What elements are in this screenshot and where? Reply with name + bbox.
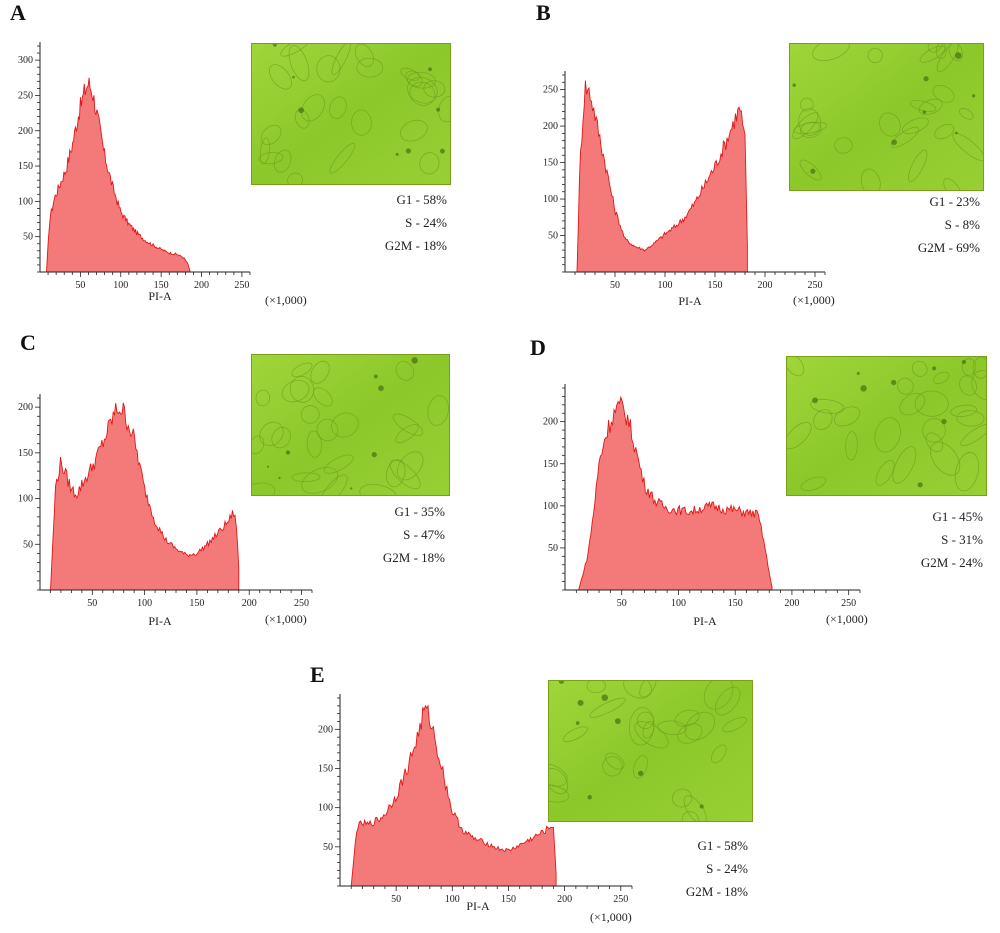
- phase-percentage: G1 - 35%: [394, 504, 445, 519]
- x-axis-title: PI-A: [148, 614, 172, 628]
- x-tick-label: 50: [87, 598, 97, 609]
- y-tick-label: 50: [23, 539, 33, 550]
- x-tick-label: 50: [391, 894, 401, 905]
- panel-label-c: C: [20, 330, 36, 355]
- histogram-area-c: [50, 402, 240, 591]
- y-tick-label: 200: [543, 121, 558, 132]
- microscopy-image-a: [251, 43, 451, 185]
- x-axis-title: PI-A: [466, 899, 490, 913]
- y-tick-label: 100: [318, 803, 333, 814]
- x-tick-label: 50: [617, 598, 627, 609]
- x-tick-label: 150: [728, 598, 743, 609]
- x-tick-label: 100: [137, 598, 152, 609]
- phase-percentage: G1 - 23%: [929, 194, 980, 209]
- x-tick-label: 50: [75, 280, 85, 291]
- x-tick-label: 50: [610, 280, 620, 291]
- y-tick-label: 50: [23, 232, 33, 243]
- cell-cycle-phases-c: G1 - 35% S - 47% G2M - 18%: [383, 500, 445, 569]
- y-tick-label: 200: [318, 724, 333, 735]
- phase-percentage: S - 8%: [944, 217, 980, 232]
- panel-label-a: A: [10, 0, 26, 25]
- histogram-area-a: [46, 77, 191, 273]
- x-tick-label: 100: [113, 280, 128, 291]
- x-tick-label: 200: [784, 598, 799, 609]
- x-tick-label: 250: [294, 598, 309, 609]
- panel-label-e: E: [310, 662, 325, 687]
- microscopy-image-e: [548, 680, 753, 822]
- phase-percentage: S - 24%: [706, 861, 748, 876]
- microscopy-image-c: [251, 354, 450, 496]
- phase-percentage: G2M - 69%: [917, 240, 980, 255]
- x-tick-label: 150: [501, 894, 516, 905]
- phase-percentage: S - 31%: [941, 532, 983, 547]
- y-tick-label: 50: [323, 842, 333, 853]
- x-tick-label: 100: [658, 280, 673, 291]
- phase-percentage: S - 47%: [403, 527, 445, 542]
- y-tick-label: 50: [548, 543, 558, 554]
- phase-percentage: G1 - 58%: [697, 838, 748, 853]
- x-tick-label: 150: [189, 598, 204, 609]
- y-tick-label: 300: [18, 55, 33, 66]
- x-tick-label: 250: [234, 280, 249, 291]
- histogram-area-b: [576, 80, 748, 273]
- x-axis-scale-note: (×1,000): [265, 293, 307, 307]
- phase-percentage: G2M - 18%: [384, 238, 447, 253]
- x-tick-label: 200: [242, 598, 257, 609]
- cell-cycle-phases-e: G1 - 58% S - 24% G2M - 18%: [686, 834, 748, 903]
- x-tick-label: 250: [841, 598, 856, 609]
- y-tick-label: 200: [18, 126, 33, 137]
- y-tick-label: 200: [543, 417, 558, 428]
- y-tick-label: 100: [543, 194, 558, 205]
- x-axis-scale-note: (×1,000): [826, 612, 868, 626]
- y-tick-label: 50: [548, 231, 558, 242]
- phase-percentage: G1 - 45%: [932, 509, 983, 524]
- y-tick-label: 150: [543, 158, 558, 169]
- cell-cycle-phases-d: G1 - 45% S - 31% G2M - 24%: [921, 505, 983, 574]
- y-tick-label: 100: [543, 501, 558, 512]
- x-axis-scale-note: (×1,000): [793, 293, 835, 307]
- y-tick-label: 150: [18, 448, 33, 459]
- x-tick-label: 200: [557, 894, 572, 905]
- x-tick-label: 200: [194, 280, 209, 291]
- phase-percentage: S - 24%: [405, 215, 447, 230]
- phase-percentage: G1 - 58%: [396, 192, 447, 207]
- phase-percentage: G2M - 18%: [685, 884, 748, 899]
- x-axis-title: PI-A: [148, 289, 172, 303]
- x-tick-label: 150: [708, 280, 723, 291]
- x-axis-scale-note: (×1,000): [265, 612, 307, 626]
- y-tick-label: 150: [318, 764, 333, 775]
- panel-label-d: D: [530, 335, 546, 360]
- x-axis-title: PI-A: [693, 614, 717, 628]
- cell-cycle-phases-b: G1 - 23% S - 8% G2M - 69%: [918, 190, 980, 259]
- y-tick-label: 200: [18, 402, 33, 413]
- x-axis-title: PI-A: [678, 294, 702, 308]
- cell-cycle-phases-a: G1 - 58% S - 24% G2M - 18%: [385, 188, 447, 257]
- x-tick-label: 100: [445, 894, 460, 905]
- phase-percentage: G2M - 18%: [382, 550, 445, 565]
- microscopy-image-d: [786, 356, 987, 496]
- y-tick-label: 250: [18, 90, 33, 101]
- x-axis-scale-note: (×1,000): [590, 910, 632, 924]
- x-tick-label: 100: [671, 598, 686, 609]
- y-tick-label: 100: [18, 494, 33, 505]
- x-tick-label: 200: [758, 280, 773, 291]
- x-tick-label: 250: [808, 280, 823, 291]
- histogram-area-d: [578, 395, 773, 591]
- x-tick-label: 150: [154, 280, 169, 291]
- microscopy-image-b: [789, 43, 984, 191]
- y-tick-label: 100: [18, 196, 33, 207]
- y-tick-label: 250: [543, 85, 558, 96]
- histogram-area-e: [350, 704, 557, 887]
- phase-percentage: G2M - 24%: [920, 555, 983, 570]
- y-tick-label: 150: [543, 459, 558, 470]
- panel-label-b: B: [536, 0, 551, 25]
- y-tick-label: 150: [18, 161, 33, 172]
- x-tick-label: 250: [613, 894, 628, 905]
